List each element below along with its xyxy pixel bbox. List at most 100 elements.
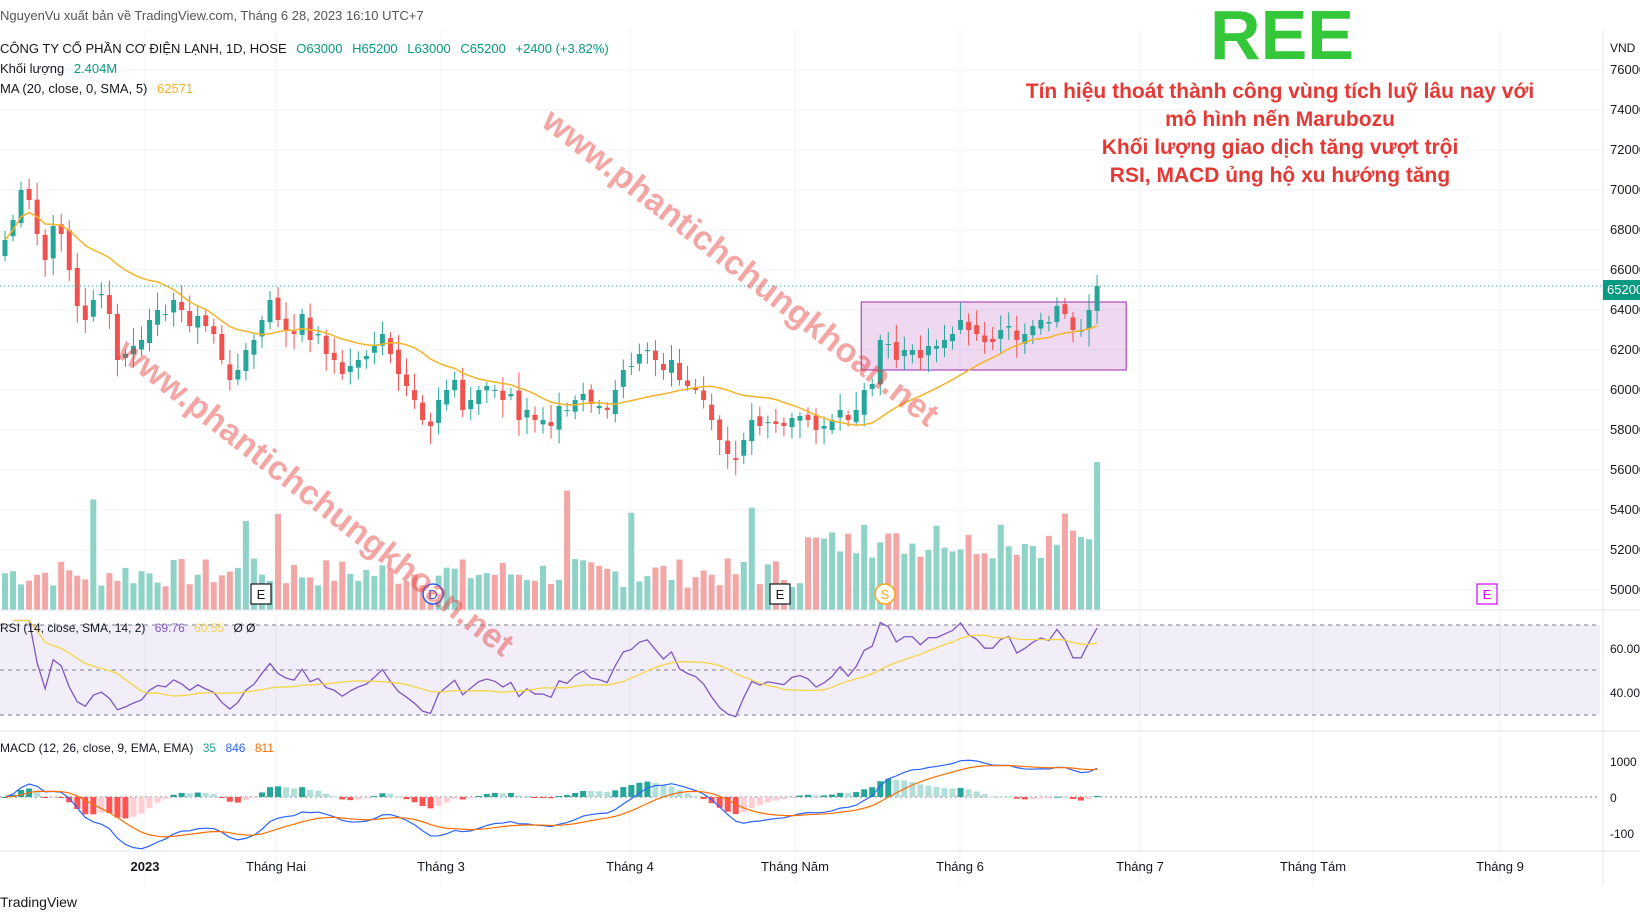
candle-body bbox=[428, 421, 434, 426]
rsi-legend[interactable]: RSI (14, close, SMA, 14, 2) 69.76 60.55 … bbox=[0, 621, 262, 635]
volume-bar bbox=[138, 571, 145, 610]
candle-body bbox=[42, 234, 48, 260]
macd-histogram-bar bbox=[74, 797, 81, 810]
annotation-line-3: Khối lượng giao dịch tăng vượt trội bbox=[1101, 136, 1459, 159]
volume-bar bbox=[315, 585, 322, 610]
candle-body bbox=[508, 394, 514, 397]
candle-body bbox=[412, 390, 418, 400]
event-marker bbox=[1476, 583, 1498, 605]
volume-value: 2.404M bbox=[73, 61, 118, 76]
consolidation-box bbox=[860, 301, 1127, 371]
macd-histogram-bar bbox=[98, 797, 105, 813]
volume-bar bbox=[66, 570, 73, 610]
volume-bar bbox=[218, 575, 225, 610]
macd-histogram-bar bbox=[805, 794, 811, 797]
candle-body bbox=[540, 420, 546, 425]
annotation-text: Tín hiệu thoát thành công vùng tích luỹ … bbox=[1000, 78, 1560, 190]
candle-body bbox=[1086, 310, 1092, 329]
time-axis-label: Tháng 6 bbox=[936, 859, 984, 874]
macd-histogram-bar bbox=[459, 797, 466, 800]
time-axis-label: Tháng Hai bbox=[246, 859, 306, 874]
volume-bar bbox=[363, 569, 370, 610]
volume-bar bbox=[837, 551, 844, 610]
candle-body bbox=[1030, 326, 1036, 336]
volume-bar bbox=[379, 565, 386, 610]
ma-line bbox=[4, 211, 1098, 426]
candle-body bbox=[355, 360, 361, 368]
volume-bar bbox=[1078, 536, 1085, 610]
volume-bar bbox=[700, 570, 707, 610]
volume-bar bbox=[957, 549, 964, 610]
volume-bar bbox=[740, 561, 747, 610]
candle-body bbox=[363, 356, 369, 360]
macd-histogram-bar bbox=[1005, 796, 1012, 798]
volume-bar bbox=[210, 582, 217, 610]
volume-bar bbox=[443, 567, 450, 610]
volume-label: Khối lượng bbox=[0, 61, 65, 76]
candle-body bbox=[114, 313, 120, 360]
volume-bar bbox=[877, 542, 884, 610]
volume-legend[interactable]: Khối lượng 2.404M bbox=[0, 61, 123, 76]
macd-histogram-bar bbox=[724, 797, 731, 812]
volume-bar bbox=[1037, 557, 1044, 610]
volume-bar bbox=[387, 568, 394, 610]
macd-histogram-bar bbox=[331, 796, 338, 798]
macd-histogram-bar bbox=[226, 797, 233, 802]
macd-histogram-bar bbox=[299, 787, 306, 797]
candle-body bbox=[283, 318, 289, 330]
candle-body bbox=[460, 379, 466, 410]
candle-body bbox=[404, 374, 409, 386]
macd-histogram-bar bbox=[210, 794, 217, 797]
volume-bar bbox=[459, 559, 466, 610]
macd-histogram-bar bbox=[291, 788, 298, 797]
volume-bar bbox=[861, 524, 868, 610]
macd-histogram-bar bbox=[194, 792, 201, 797]
candle-body bbox=[677, 362, 683, 380]
candle-body bbox=[452, 380, 458, 391]
candle-body bbox=[243, 350, 249, 371]
candle-body bbox=[2, 240, 8, 256]
macd-legend[interactable]: MACD (12, 26, close, 9, EMA, EMA) 35 846… bbox=[0, 741, 280, 755]
candle-body bbox=[267, 300, 273, 323]
rsi-extra: Ø Ø bbox=[233, 621, 256, 635]
macd-histogram-bar bbox=[981, 794, 988, 797]
volume-bar bbox=[788, 587, 795, 610]
event-marker bbox=[769, 583, 791, 605]
macd-histogram-bar bbox=[395, 796, 402, 798]
watermark-text: www.phantichchungkhoan.net bbox=[109, 331, 521, 664]
price-tick-label: 56000 bbox=[1610, 462, 1640, 477]
candle-body bbox=[323, 335, 329, 354]
volume-bar bbox=[90, 499, 97, 610]
candle-body bbox=[484, 386, 490, 391]
macd-histogram-bar bbox=[90, 797, 97, 815]
volume-bar bbox=[917, 556, 924, 610]
candle-body bbox=[893, 342, 899, 360]
candle-body bbox=[139, 340, 145, 350]
macd-histogram-bar bbox=[451, 797, 458, 799]
macd-histogram-bar bbox=[1094, 795, 1101, 797]
candle-body bbox=[588, 389, 594, 404]
candle-body bbox=[500, 390, 506, 400]
rsi-ma-line bbox=[13, 619, 1098, 697]
candle-body bbox=[187, 311, 193, 326]
event-marker-label: E bbox=[1483, 587, 1492, 602]
macd-histogram-bar bbox=[491, 792, 498, 797]
volume-bar bbox=[347, 573, 354, 610]
macd-histogram-bar bbox=[564, 794, 571, 797]
volume-bar bbox=[275, 513, 282, 610]
macd-histogram-bar bbox=[138, 797, 145, 814]
symbol-header: CÔNG TY CỔ PHẦN CƠ ĐIỆN LẠNH, 1D, HOSE O… bbox=[0, 41, 615, 56]
ma-legend[interactable]: MA (20, close, 0, SMA, 5) 62571 bbox=[0, 81, 199, 96]
ma-value: 62571 bbox=[157, 81, 194, 96]
currency-label: VND bbox=[1610, 41, 1636, 55]
macd-histogram-bar bbox=[740, 797, 747, 813]
macd-histogram-bar bbox=[507, 792, 514, 797]
candle-body bbox=[1046, 322, 1052, 324]
volume-bar bbox=[98, 585, 105, 610]
macd-histogram-bar bbox=[748, 797, 755, 808]
volume-bar bbox=[1086, 539, 1093, 610]
macd-histogram-bar bbox=[1013, 797, 1020, 799]
tradingview-brand[interactable]: TradingView bbox=[0, 894, 78, 910]
macd-histogram-bar bbox=[178, 792, 185, 797]
